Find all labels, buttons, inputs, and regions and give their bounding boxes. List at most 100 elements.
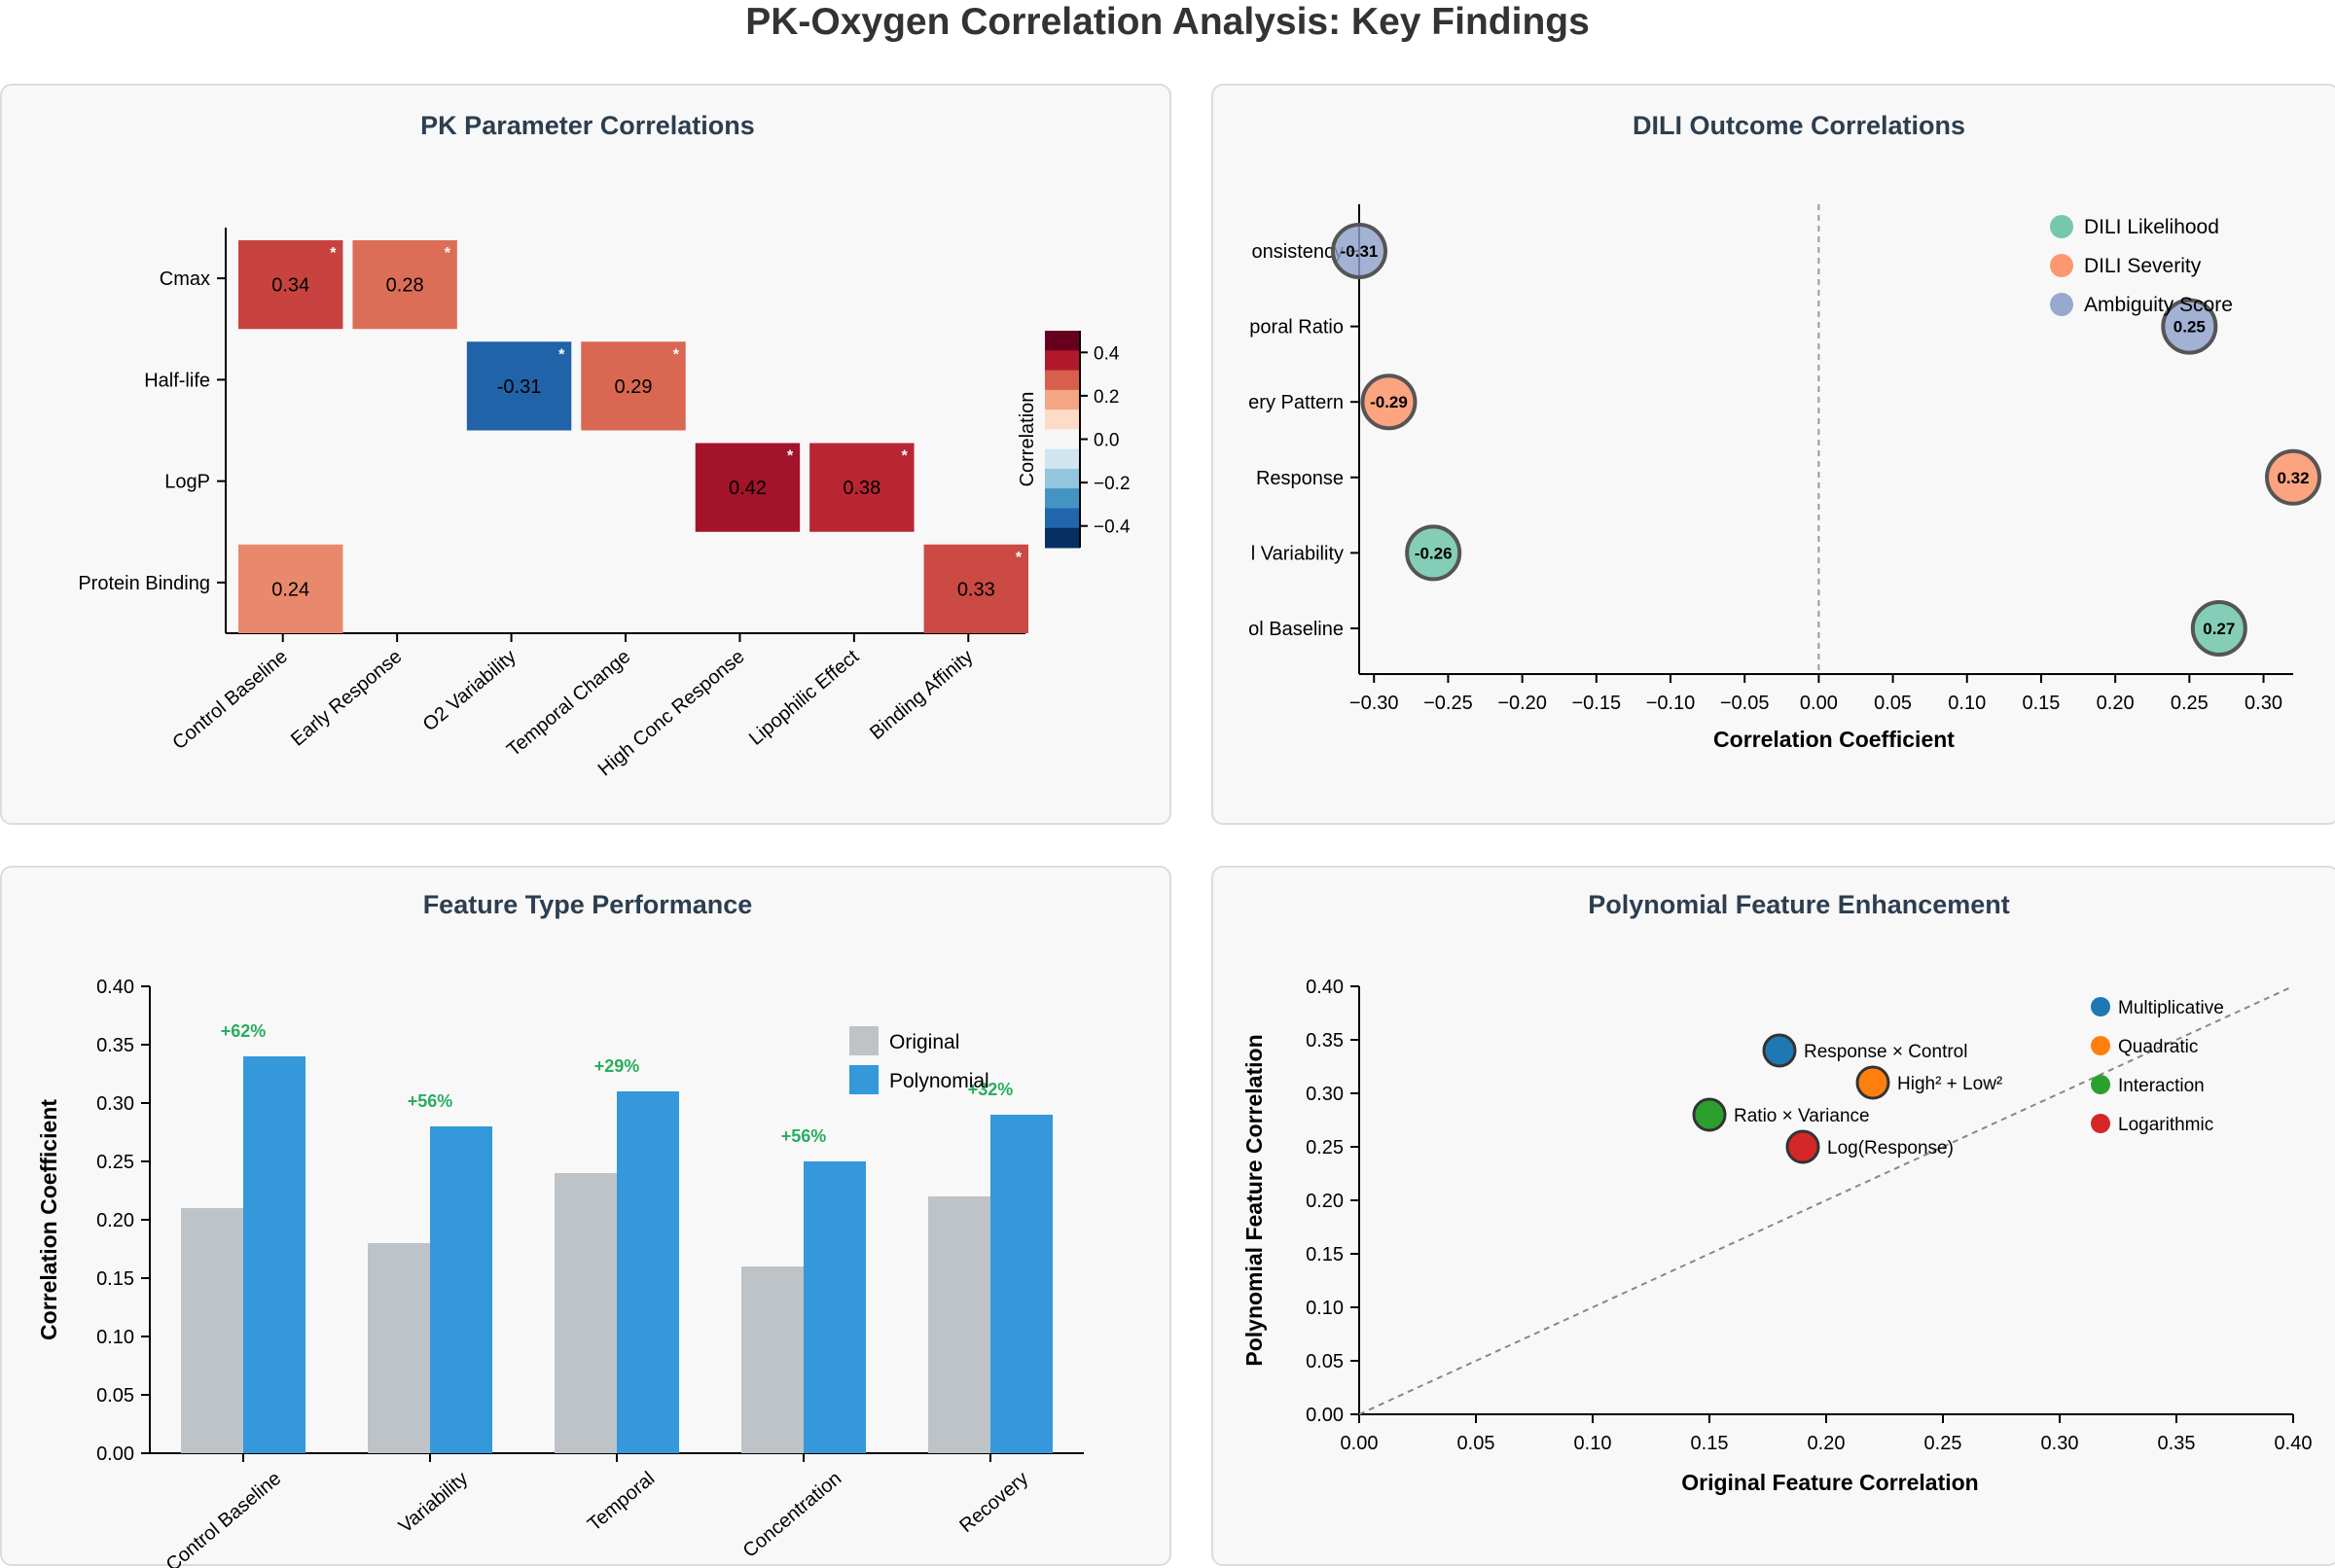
heatmap-cell (923, 544, 1028, 633)
poly-x-tick-label: 0.30 (2041, 1433, 2079, 1454)
poly-x-tick-label: 0.15 (1691, 1433, 1729, 1454)
heatmap-cell (466, 341, 572, 431)
poly-point (1855, 1065, 1890, 1100)
heatmap-cell-value: 0.28 (386, 275, 424, 297)
heatmap-cells: 0.34 * 0.28 * -0.31 * 0.29 * 0.42 * 0.38 * 0.24 0.33 * (238, 240, 1028, 633)
poly-x-tick-label: 0.40 (2275, 1433, 2313, 1454)
heatmap-col-label: Binding Affinity (866, 646, 977, 744)
colorbar-band (1045, 350, 1080, 372)
colorbar-band (1045, 527, 1080, 549)
dili-x-tick-label: 0.05 (1874, 693, 1912, 714)
heatmap-cell-value: 0.33 (957, 579, 995, 600)
dili-title: DILI Outcome Correlations (1633, 111, 1965, 140)
dili-point-label: 0.25 (2173, 318, 2206, 337)
poly-legend-label: Quadratic (2118, 1037, 2198, 1057)
dili-point (1331, 223, 1387, 279)
feature-legend: Original Polynomial (849, 1026, 989, 1094)
heatmap-cell-value: 0.24 (271, 579, 309, 600)
feature-y-tick-label: 0.00 (96, 1443, 134, 1465)
dili-x-tick-label: 0.00 (1800, 693, 1838, 714)
heatmap-significance-mark: * (330, 245, 337, 262)
dili-point-label: 0.32 (2277, 469, 2309, 487)
poly-y-tick-label: 0.10 (1306, 1298, 1344, 1319)
colorbar-band (1045, 331, 1080, 351)
colorbar-tick-label: 0.4 (1094, 343, 1120, 364)
dili-point-label: -0.26 (1415, 544, 1453, 562)
poly-point (1762, 1033, 1797, 1068)
poly-chart: Polynomial Feature Enhancement0.000.000.… (1241, 890, 2313, 1495)
poly-y-tick-label: 0.25 (1306, 1137, 1344, 1158)
dili-point (2161, 298, 2218, 355)
heatmap-significance-mark: * (445, 245, 451, 262)
feature-y-tick-label: 0.40 (96, 977, 134, 998)
heatmap-significance-mark: * (901, 448, 908, 465)
poly-x-tick-label: 0.20 (1808, 1433, 1846, 1454)
poly-legend-label: Interaction (2118, 1076, 2205, 1096)
colorbar-label: Correlation (1017, 392, 1038, 487)
dili-legend-label: DILI Severity (2084, 255, 2202, 277)
dili-legend-swatch (2050, 215, 2073, 238)
feature-y-tick-label: 0.15 (96, 1268, 134, 1290)
poly-title: Polynomial Feature Enhancement (1588, 890, 2010, 919)
poly-y-tick-label: 0.20 (1306, 1191, 1344, 1212)
dili-x-tick-label: 0.30 (2245, 693, 2282, 714)
poly-point (1692, 1097, 1727, 1132)
heatmap-row-label: LogP (164, 472, 210, 493)
feature-category-label: Concentration (739, 1468, 846, 1562)
poly-x-tick-label: 0.05 (1457, 1433, 1495, 1454)
dili-legend-label: DILI Likelihood (2084, 216, 2219, 238)
colorbar-tick-label: −0.4 (1094, 517, 1131, 538)
colorbar-band (1045, 508, 1080, 529)
poly-x-tick-label: 0.25 (1924, 1433, 1962, 1454)
heatmap-colorbar: 0.4 0.2 0.0 −0.2 −0.4 Correlation (1017, 331, 1131, 549)
poly-y-tick-label: 0.00 (1306, 1405, 1344, 1426)
poly-legend-swatch (2091, 1075, 2110, 1094)
feature-bar-original (555, 1173, 617, 1453)
poly-legend-swatch (2091, 1114, 2110, 1133)
feature-improvement-label: +32% (968, 1080, 1014, 1099)
heatmap-cell-value: 0.34 (271, 275, 309, 297)
heatmap-row-label: Protein Binding (78, 573, 210, 594)
dili-legend-label: Ambiguity Score (2084, 294, 2233, 316)
page-title: PK-Oxygen Correlation Analysis: Key Find… (745, 1, 1590, 43)
heatmap-chart: PK Parameter Correlations Cmax Half-life Lo… (78, 111, 1131, 780)
dili-x-tick-label: −0.15 (1572, 693, 1622, 714)
feature-y-tick-label: 0.10 (96, 1327, 134, 1348)
feature-chart: Feature Type Performance 0.00 0.05 0.10 0.15… (36, 890, 1084, 1568)
poly-y-tick-label: 0.15 (1306, 1244, 1344, 1265)
colorbar-band (1045, 370, 1080, 391)
heatmap-significance-mark: * (673, 346, 680, 363)
dili-category-label: Response (1256, 468, 1344, 489)
heatmap-row-label: Cmax (160, 268, 210, 290)
poly-y-axis-label: Polynomial Feature Correlation (1241, 1034, 1267, 1366)
dili-chart: DILI Outcome Correlations onsistency poral… (1248, 111, 2321, 752)
poly-point-label: Response × Control (1804, 1042, 1967, 1062)
dili-point (1405, 524, 1462, 582)
poly-y-tick-label: 0.35 (1306, 1030, 1344, 1051)
feature-improvement-label: +56% (408, 1091, 453, 1111)
dili-point-label: -0.31 (1341, 242, 1379, 261)
feature-y-tick-label: 0.05 (96, 1385, 134, 1407)
dili-category-label: ery Pattern (1248, 392, 1344, 413)
poly-point-label: Ratio × Variance (1734, 1106, 1870, 1126)
heatmap-cell-value: 0.42 (729, 478, 767, 499)
heatmap-cell (238, 240, 343, 330)
colorbar-band (1045, 468, 1080, 489)
dili-point-label: 0.27 (2203, 620, 2235, 638)
heatmap-cell-value: 0.29 (615, 376, 653, 398)
dili-category-label: l Variability (1251, 543, 1344, 564)
feature-bar-original (928, 1196, 990, 1453)
dili-point (2265, 448, 2321, 506)
colorbar-band (1045, 448, 1080, 470)
heatmap-col-label: Temporal Change (503, 646, 634, 761)
dili-x-tick-label: −0.25 (1423, 693, 1473, 714)
poly-points: Response × Control High² + Low² Ratio × Va… (1692, 1033, 2002, 1164)
poly-legend-label: Multiplicative (2118, 998, 2224, 1018)
feature-title: Feature Type Performance (423, 890, 753, 919)
dili-x-tick-label: −0.20 (1497, 693, 1547, 714)
heatmap-col-label: Control Baseline (168, 646, 292, 754)
feature-bar-polynomial (617, 1091, 679, 1453)
dili-category-label: onsistency (1252, 241, 1345, 263)
feature-y-tick-label: 0.30 (96, 1093, 134, 1115)
poly-y-tick-label: 0.05 (1306, 1351, 1344, 1372)
